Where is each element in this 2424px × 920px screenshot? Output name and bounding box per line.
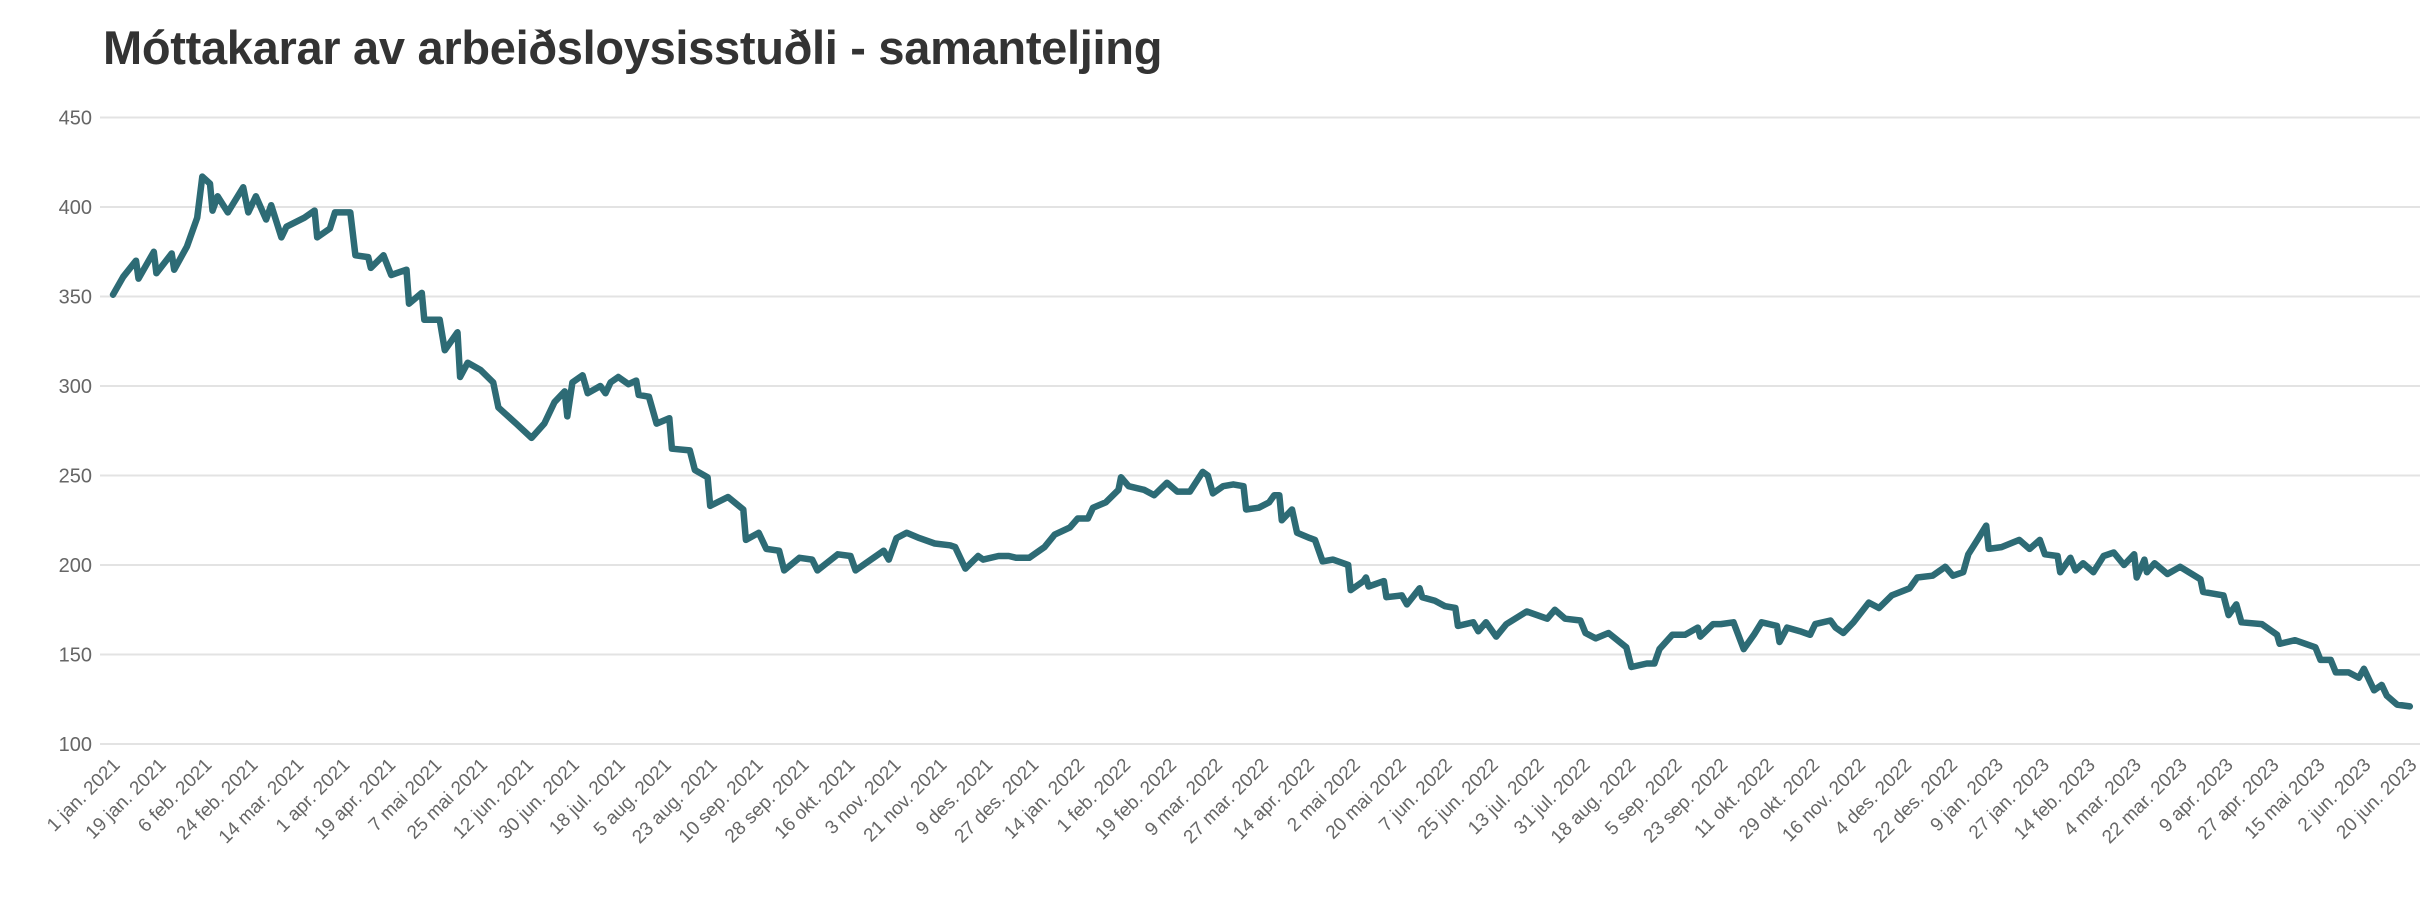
chart-title: Móttakarar av arbeiðsloysisstuðli - sama… xyxy=(103,21,1163,74)
y-axis-ticks: 100 150 200 250 300 350 400 450 xyxy=(59,108,92,757)
gridlines xyxy=(100,116,2420,745)
y-tick-label: 300 xyxy=(59,376,92,398)
y-tick-label: 100 xyxy=(59,734,92,756)
y-tick-label: 150 xyxy=(59,645,92,667)
y-tick-label: 350 xyxy=(59,287,92,309)
series-line xyxy=(109,173,2414,710)
y-tick-label: 400 xyxy=(59,197,92,219)
y-tick-label: 450 xyxy=(59,108,92,130)
y-tick-label: 200 xyxy=(59,555,92,577)
y-tick-label: 250 xyxy=(59,466,92,488)
